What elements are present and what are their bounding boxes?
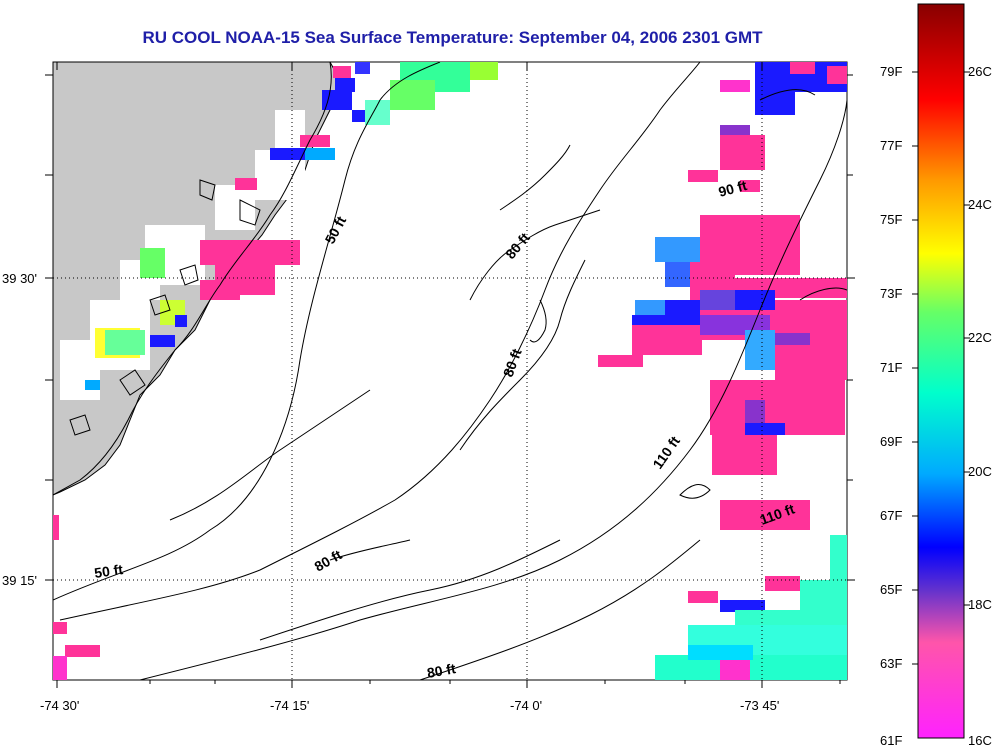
sst-pixels <box>53 62 847 680</box>
colorbar-c-label: 26C <box>968 64 992 79</box>
graticule <box>53 62 847 680</box>
colorbar-f-label: 77F <box>880 138 902 153</box>
y-tick-label: 39 15' <box>2 573 37 588</box>
x-tick-label: -74 0' <box>510 698 542 713</box>
colorbar-f-label: 75F <box>880 212 902 227</box>
colorbar-c-label: 22C <box>968 330 992 345</box>
map-title: RU COOL NOAA-15 Sea Surface Temperature:… <box>142 28 763 47</box>
contour-label: 50 ft <box>93 561 124 581</box>
colorbar-f-label: 67F <box>880 508 902 523</box>
contour-label: 90 ft <box>717 177 749 200</box>
colorbar-c-label: 16C <box>968 733 992 748</box>
colorbar-c-label: 18C <box>968 597 992 612</box>
y-tick-label: 39 30' <box>2 271 37 286</box>
colorbar-f-label: 71F <box>880 360 902 375</box>
colorbar-c-label: 20C <box>968 464 992 479</box>
x-tick-label: -74 30' <box>40 698 79 713</box>
bathymetry-contours <box>53 62 847 680</box>
colorbar-f-label: 63F <box>880 656 902 671</box>
colorbar-gradient <box>917 3 965 739</box>
tick-marks <box>45 62 855 688</box>
contour-label: 80 ft <box>426 660 457 681</box>
colorbar-f-label: 73F <box>880 286 902 301</box>
colorbar-f-label: 79F <box>880 64 902 79</box>
colorbar-f-label: 61F <box>880 733 902 748</box>
colorbar: 79F 77F 75F 73F 71F 69F 67F 65F 63F 61F … <box>880 3 992 748</box>
colorbar-f-label: 65F <box>880 582 902 597</box>
x-tick-label: -73 45' <box>740 698 779 713</box>
coastline <box>53 62 332 496</box>
x-tick-label: -74 15' <box>270 698 309 713</box>
colorbar-c-label: 24C <box>968 197 992 212</box>
colorbar-f-label: 69F <box>880 434 902 449</box>
